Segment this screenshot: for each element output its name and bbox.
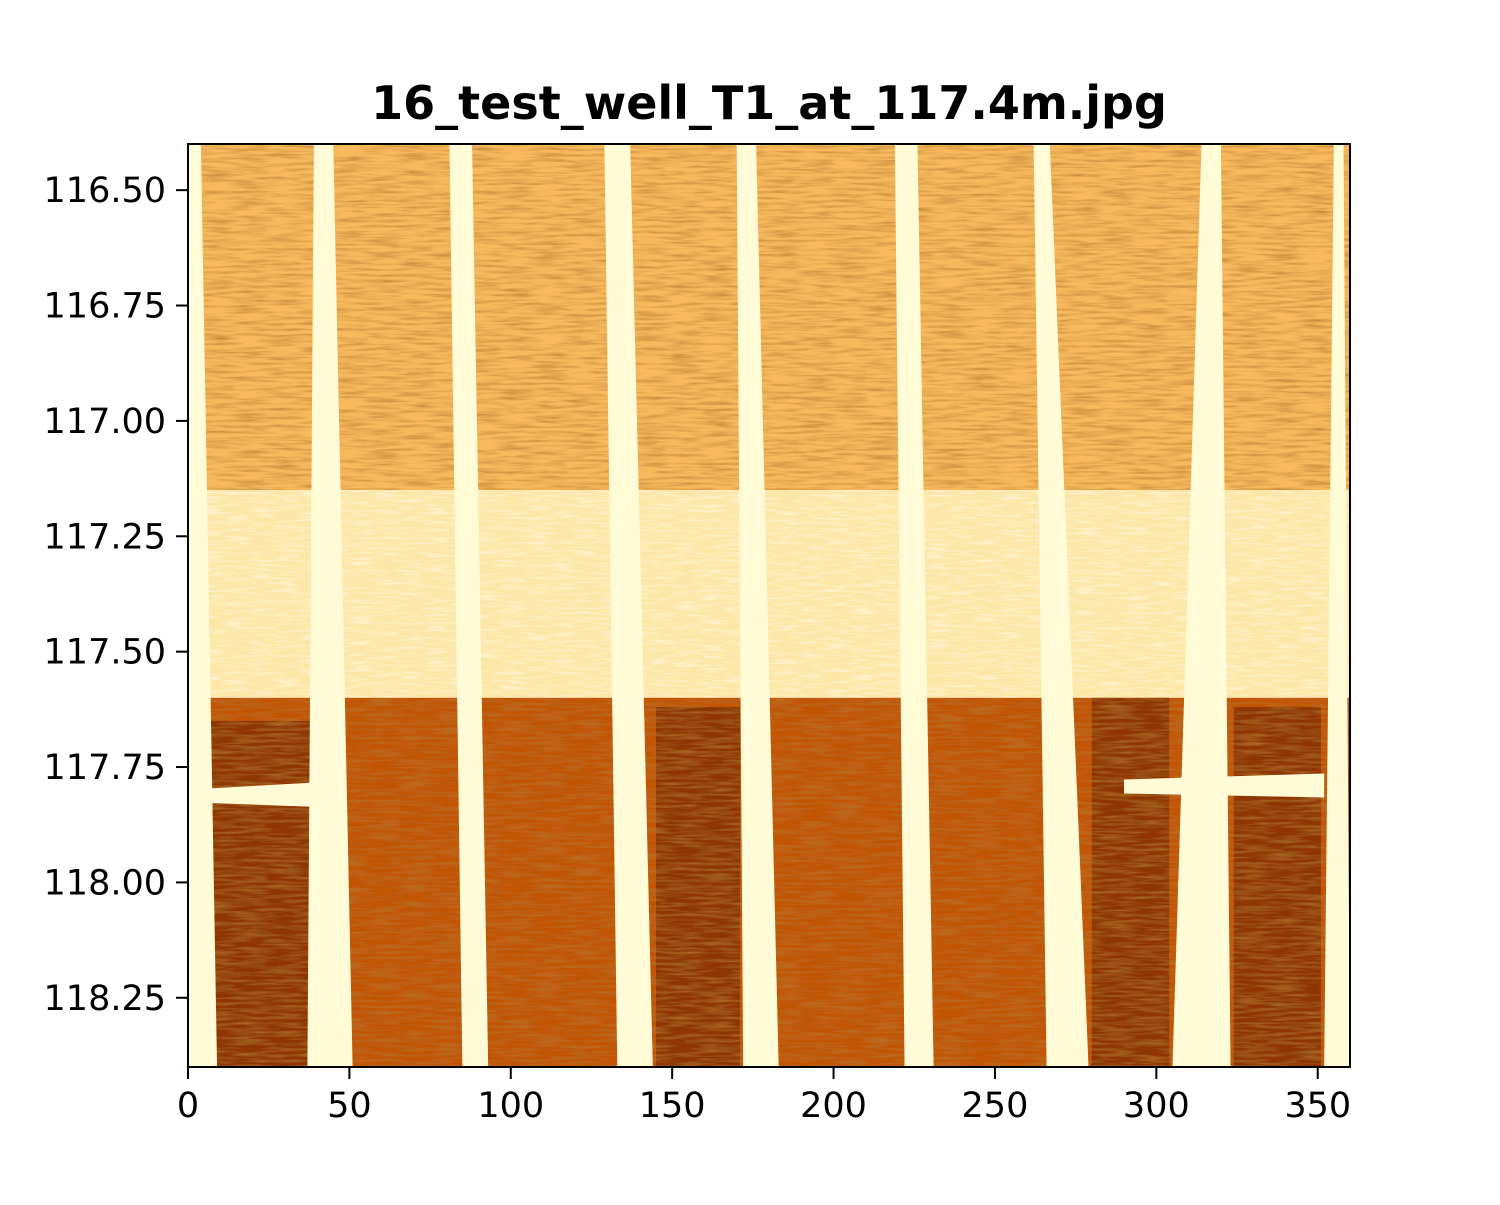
y-tick-label: 116.50 [44,171,166,211]
y-tick-label: 117.00 [44,402,166,442]
y-tick-label: 117.25 [44,517,166,557]
dark-region [204,720,311,1067]
depth-band [188,490,1350,698]
vertical-stripe [894,144,934,1067]
dark-region [1233,707,1321,1067]
chart-title: 16_test_well_T1_at_117.4m.jpg [371,76,1167,130]
vertical-stripe [736,144,779,1067]
dark-region [656,707,740,1067]
depth-band [188,144,1350,491]
x-tick-label: 50 [327,1086,372,1126]
y-tick-label: 117.50 [44,633,166,673]
vertical-stripe [604,144,653,1067]
y-tick-label: 118.00 [44,863,166,903]
x-tick-label: 200 [800,1086,867,1126]
y-tick-label: 116.75 [44,287,166,327]
y-tick-label: 118.25 [44,979,166,1019]
vertical-stripe [1033,144,1089,1067]
y-tick-label: 117.75 [44,748,166,788]
x-axis: 0 50 100 150 200 250 300 350 [177,1067,1351,1126]
vertical-stripe [188,144,218,1067]
plot-area [188,144,1350,1067]
x-tick-label: 150 [639,1086,706,1126]
dark-region [1091,697,1170,1067]
x-tick-label: 350 [1284,1086,1351,1126]
x-tick-label: 100 [477,1086,544,1126]
x-tick-label: 300 [1123,1086,1190,1126]
light-streak [204,782,311,807]
y-axis: 116.50 116.75 117.00 117.25 117.50 117.75 118.… [44,171,188,1019]
plot-frame [187,143,1351,1068]
x-tick-label: 0 [177,1086,199,1126]
vertical-stripe [307,144,353,1067]
vertical-stripe [449,144,489,1067]
x-tick-label: 250 [962,1086,1029,1126]
vertical-stripe [1324,144,1350,1067]
vertical-stripe [1172,144,1231,1067]
